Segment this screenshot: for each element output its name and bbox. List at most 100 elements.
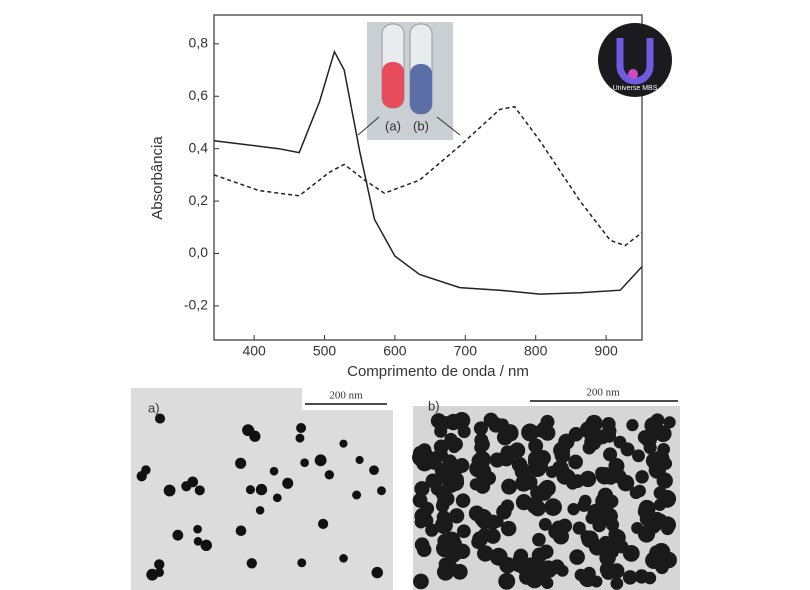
particle (473, 421, 488, 436)
particle (235, 457, 247, 469)
particle (569, 549, 585, 565)
particle (555, 461, 569, 475)
particle (511, 456, 528, 473)
particle (528, 438, 544, 454)
x-tick-label: 500 (313, 343, 337, 359)
particle (414, 507, 432, 525)
particle (371, 566, 383, 579)
y-tick-label: 0,4 (189, 139, 209, 155)
particle (318, 518, 329, 529)
arrow (357, 116, 380, 136)
particle (355, 455, 364, 465)
particle (635, 470, 649, 484)
particle (540, 414, 555, 429)
particle (352, 490, 362, 500)
particle (314, 454, 327, 467)
scale-box (413, 388, 680, 406)
particle (154, 413, 166, 424)
particle (447, 461, 463, 477)
logo-text: Universe MBS (613, 85, 658, 92)
particle (194, 485, 205, 496)
particle (549, 559, 565, 575)
y-tick-label: 0,0 (189, 244, 209, 260)
x-axis-title: Comprimento de onda / nm (347, 363, 529, 380)
particle (622, 570, 638, 585)
data-line (213, 49, 643, 295)
particle (249, 430, 261, 442)
particle (590, 575, 603, 588)
particle (449, 508, 465, 524)
particle (154, 559, 165, 570)
particle (613, 435, 627, 449)
particle (500, 445, 515, 460)
particle (469, 478, 482, 491)
particle (548, 523, 564, 540)
particle (437, 495, 450, 508)
particle (163, 484, 176, 497)
particle (501, 478, 518, 495)
logo-dot (628, 69, 638, 79)
particle (503, 426, 519, 442)
particle (187, 476, 199, 488)
y-tick-label: 0,8 (189, 35, 209, 51)
particle (447, 536, 462, 552)
particle (471, 453, 486, 468)
particle (595, 466, 608, 479)
particle (574, 568, 588, 582)
particle (599, 561, 617, 578)
particle (324, 470, 335, 480)
particle (541, 576, 554, 590)
particle (656, 472, 673, 489)
particle (474, 508, 493, 527)
scale-label: 200 nm (586, 387, 620, 399)
panel-label: a) (148, 400, 160, 415)
particle (579, 470, 597, 488)
x-tick-label: 800 (524, 343, 548, 359)
particle (235, 525, 247, 537)
particle (515, 474, 532, 492)
particle (255, 506, 265, 515)
particle (245, 485, 255, 495)
particle (377, 486, 386, 496)
particle (645, 551, 663, 569)
particle (643, 571, 657, 585)
particle (605, 518, 620, 532)
particle (436, 563, 455, 581)
particle (255, 483, 268, 496)
particle (585, 512, 598, 525)
particle (528, 451, 542, 465)
x-tick-label: 400 (242, 343, 266, 359)
tem-images: 200 nm a) 200 nm b) (131, 387, 680, 590)
particle (538, 517, 552, 531)
particle (282, 477, 294, 489)
particle (519, 569, 535, 585)
particle (638, 500, 656, 518)
particle (369, 465, 379, 476)
particle (300, 458, 309, 468)
logo: Universe MBS (598, 23, 672, 97)
particle (567, 503, 580, 516)
particle (500, 520, 517, 537)
particle (531, 547, 548, 563)
x-tick-label: 700 (454, 343, 478, 359)
particle (581, 530, 599, 548)
particle (644, 417, 662, 435)
particle (610, 577, 624, 590)
particle (269, 466, 279, 476)
particle (246, 558, 257, 569)
particle (572, 521, 586, 535)
particle (200, 539, 212, 552)
particle (604, 471, 618, 485)
y-tick-label: -0,2 (184, 297, 208, 313)
particle (553, 441, 571, 459)
particle (602, 428, 616, 443)
particle (599, 535, 613, 550)
plot-frame (213, 14, 643, 341)
particle (451, 563, 468, 580)
inset-label: (a) (385, 118, 401, 133)
particle (529, 500, 546, 517)
particle (444, 432, 458, 446)
y-axis-title: Absorbância (149, 136, 166, 220)
logo-mark (616, 38, 654, 85)
